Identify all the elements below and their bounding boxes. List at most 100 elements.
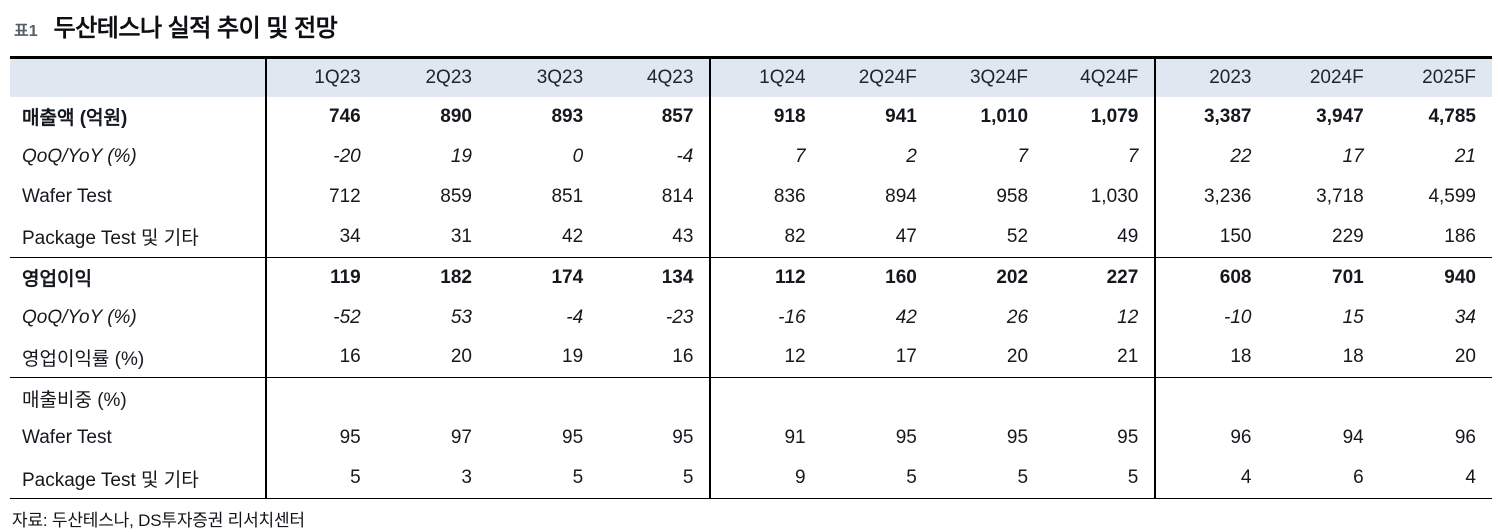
column-header: 2Q24F	[821, 57, 933, 97]
value-cell	[710, 377, 822, 418]
value-cell	[1044, 377, 1157, 418]
table-row: 매출액 (억원) 746 890 893 857 918 941 1,010 1,079 3,38…	[10, 96, 1492, 137]
value-cell: 17	[821, 337, 933, 379]
value-cell: 96	[1155, 418, 1268, 459]
value-cell	[265, 377, 377, 418]
value-cell: 712	[265, 176, 377, 218]
source-note: 자료: 두산테스나, DS투자증권 리서치센터	[12, 510, 305, 530]
row-label: 매출액 (억원)	[10, 96, 267, 137]
table-row: QoQ/YoY (%) -20 19 0 -4 7 2 7 7 22 17 21	[10, 136, 1492, 177]
value-cell	[932, 377, 1045, 418]
column-header: 2023	[1155, 57, 1268, 97]
row-label: Wafer Test	[10, 176, 267, 218]
value-cell: 20	[376, 337, 488, 379]
value-cell: 17	[1267, 136, 1380, 177]
value-cell: 95	[265, 418, 377, 459]
value-cell: 182	[376, 257, 488, 298]
value-cell: -23	[599, 297, 712, 338]
value-cell	[821, 377, 933, 418]
column-header: 4Q23	[599, 57, 712, 97]
value-cell: 229	[1267, 217, 1380, 258]
value-cell: 859	[376, 176, 488, 218]
value-cell: 4	[1379, 458, 1492, 499]
value-cell: -16	[710, 297, 822, 338]
value-cell: 19	[376, 136, 488, 177]
value-cell: 95	[932, 418, 1045, 459]
value-cell: 836	[710, 176, 822, 218]
table-row: 영업이익률 (%) 16 20 19 16 12 17 20 21 18 18 20	[10, 337, 1492, 379]
value-cell	[1379, 377, 1492, 418]
value-cell: 227	[1044, 257, 1157, 298]
value-cell: 22	[1155, 136, 1268, 177]
table-header-row: 1Q23 2Q23 3Q23 4Q23 1Q24 2Q24F 3Q24F 4Q24F 2023 2…	[10, 57, 1492, 97]
value-cell: 2	[821, 136, 933, 177]
value-cell: 3,947	[1267, 96, 1380, 137]
row-label: Package Test 및 기타	[10, 458, 267, 499]
column-header: 3Q24F	[932, 57, 1045, 97]
table-body: 매출액 (억원) 746 890 893 857 918 941 1,010 1,079 3,38…	[10, 96, 1492, 499]
value-cell: 1,010	[932, 96, 1045, 137]
row-label: 영업이익	[10, 257, 267, 298]
value-cell: 42	[487, 217, 600, 258]
value-cell: 5	[265, 458, 377, 499]
financial-table: 1Q23 2Q23 3Q23 4Q23 1Q24 2Q24F 3Q24F 4Q24F 2023 2…	[10, 56, 1492, 499]
row-label: Package Test 및 기타	[10, 217, 267, 258]
value-cell: 31	[376, 217, 488, 258]
value-cell: 9	[710, 458, 822, 499]
value-cell: 958	[932, 176, 1045, 218]
value-cell: 134	[599, 257, 712, 298]
value-cell: 4,785	[1379, 96, 1492, 137]
table-row: Package Test 및 기타 34 31 42 43 82 47 52 49 150 229 1…	[10, 217, 1492, 258]
value-cell: 894	[821, 176, 933, 218]
value-cell: 5	[1044, 458, 1157, 499]
value-cell: 16	[599, 337, 712, 379]
value-cell: 20	[1379, 337, 1492, 379]
value-cell: 97	[376, 418, 488, 459]
row-label: 영업이익률 (%)	[10, 337, 267, 379]
value-cell: 7	[710, 136, 822, 177]
row-label: QoQ/YoY (%)	[10, 136, 267, 177]
value-cell: 95	[1044, 418, 1157, 459]
table-row: Package Test 및 기타 5 3 5 5 9 5 5 5 4 6 4	[10, 458, 1492, 499]
value-cell: 186	[1379, 217, 1492, 258]
value-cell: 12	[710, 337, 822, 379]
value-cell: 95	[487, 418, 600, 459]
value-cell: 3	[376, 458, 488, 499]
value-cell: 112	[710, 257, 822, 298]
table-title: 두산테스나 실적 추이 및 전망	[53, 15, 338, 42]
column-header: 2025F	[1379, 57, 1492, 97]
table-row: Wafer Test 95 97 95 95 91 95 95 95 96 94 96	[10, 418, 1492, 459]
value-cell: 34	[265, 217, 377, 258]
value-cell: 608	[1155, 257, 1268, 298]
value-cell: 95	[821, 418, 933, 459]
value-cell: 18	[1155, 337, 1268, 379]
column-header-empty	[10, 57, 267, 97]
value-cell: 47	[821, 217, 933, 258]
value-cell: 42	[821, 297, 933, 338]
value-cell: -4	[487, 297, 600, 338]
value-cell	[376, 377, 488, 418]
value-cell: 814	[599, 176, 712, 218]
value-cell: 53	[376, 297, 488, 338]
value-cell: 940	[1379, 257, 1492, 298]
column-header: 2Q23	[376, 57, 488, 97]
value-cell: 49	[1044, 217, 1157, 258]
value-cell: 21	[1044, 337, 1157, 379]
value-cell: 15	[1267, 297, 1380, 338]
value-cell: -52	[265, 297, 377, 338]
table-row: 매출비중 (%)	[10, 377, 1492, 418]
value-cell: 119	[265, 257, 377, 298]
column-header: 2024F	[1267, 57, 1380, 97]
value-cell: 7	[1044, 136, 1157, 177]
value-cell: 4	[1155, 458, 1268, 499]
row-label: 매출비중 (%)	[10, 377, 267, 418]
table-row: Wafer Test 712 859 851 814 836 894 958 1,030 3,23…	[10, 176, 1492, 218]
value-cell: 174	[487, 257, 600, 298]
value-cell: 95	[599, 418, 712, 459]
value-cell: 941	[821, 96, 933, 137]
table-row: QoQ/YoY (%) -52 53 -4 -23 -16 42 26 12 -10 15 34	[10, 297, 1492, 338]
value-cell	[599, 377, 712, 418]
value-cell	[487, 377, 600, 418]
value-cell: 21	[1379, 136, 1492, 177]
column-header: 1Q23	[265, 57, 377, 97]
